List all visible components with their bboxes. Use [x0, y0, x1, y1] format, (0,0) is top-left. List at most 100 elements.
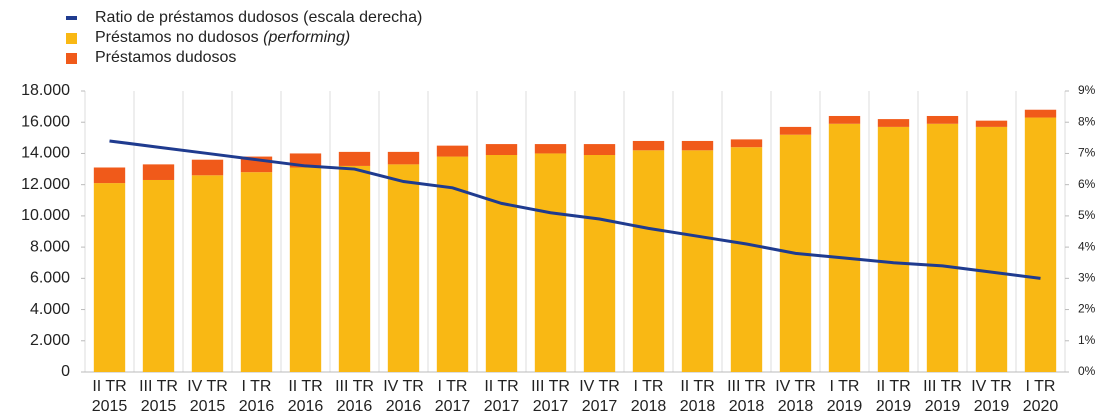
bar [681, 150, 714, 372]
bar [191, 159, 224, 176]
x-tick-label: 2016 [337, 398, 373, 415]
x-tick-label: II TR [484, 378, 518, 395]
x-tick-label: III TR [727, 378, 766, 395]
bar [828, 123, 861, 373]
y-tick-label: 2.000 [30, 332, 70, 349]
bar [1024, 109, 1057, 118]
x-tick-label: 2019 [876, 398, 912, 415]
bar [583, 144, 616, 156]
y-tick-label: 4.000 [30, 301, 70, 318]
bar [730, 139, 763, 148]
x-tick-label: II TR [92, 378, 126, 395]
y-tick-label: 0 [61, 363, 70, 380]
x-tick-label: III TR [139, 378, 178, 395]
bar [142, 164, 175, 180]
legend-label: Ratio de préstamos dudosos (escala derec… [95, 9, 422, 26]
x-tick-label: 2017 [435, 398, 471, 415]
legend-swatch [66, 33, 77, 44]
y2-tick-label: 8% [1078, 114, 1096, 128]
x-tick-label: III TR [335, 378, 374, 395]
bar [534, 144, 567, 154]
bar [877, 119, 910, 127]
bar [583, 155, 616, 372]
bar [485, 144, 518, 156]
x-tick-label: I TR [242, 378, 272, 395]
x-tick-label: 2020 [1023, 398, 1059, 415]
x-tick-label: 2018 [729, 398, 765, 415]
x-tick-label: I TR [1026, 378, 1056, 395]
line [109, 139, 1041, 280]
bar [338, 151, 371, 166]
x-tick-label: 2019 [925, 398, 961, 415]
y-tick-label: 10.000 [21, 207, 70, 224]
x-tick-label: II TR [288, 378, 322, 395]
bar [975, 126, 1008, 373]
bar [289, 167, 322, 372]
x-tick-label: IV TR [971, 378, 1012, 395]
bar [877, 126, 910, 373]
x-tick-label: 2015 [190, 398, 226, 415]
bar [975, 120, 1008, 127]
bar [534, 153, 567, 372]
y2-tick-label: 4% [1078, 239, 1096, 253]
bar [93, 183, 126, 372]
legend-name: Ratio de préstamos dudosos (escala derec… [95, 9, 422, 26]
y-tick-label: 6.000 [30, 270, 70, 287]
y2-tick-label: 1% [1078, 333, 1096, 347]
x-tick-label: 2016 [288, 398, 324, 415]
bar [240, 172, 273, 372]
bar [387, 151, 420, 165]
bar [1024, 117, 1057, 373]
legend-name: Préstamos no dudosos [95, 29, 259, 46]
x-tick-label: 2016 [239, 398, 275, 415]
x-tick-label: II TR [876, 378, 910, 395]
bar [681, 140, 714, 151]
x-tick-label: IV TR [383, 378, 424, 395]
bar [191, 175, 224, 372]
bar [926, 115, 959, 124]
legend-swatch [66, 16, 77, 20]
bar [142, 179, 175, 372]
y2-tick-label: 9% [1078, 83, 1096, 97]
x-tick-label: 2016 [386, 398, 422, 415]
y2-tick-label: 2% [1078, 302, 1096, 316]
x-tick-label: 2017 [484, 398, 520, 415]
x-tick-label: IV TR [187, 378, 228, 395]
x-tick-label: I TR [830, 378, 860, 395]
y-tick-label: 8.000 [30, 238, 70, 255]
y2-tick-label: 5% [1078, 208, 1096, 222]
y-tick-label: 16.000 [21, 113, 70, 130]
bar [387, 164, 420, 372]
x-tick-label: III TR [531, 378, 570, 395]
y2-tick-label: 6% [1078, 177, 1096, 191]
x-tick-label: I TR [634, 378, 664, 395]
y-tick-label: 12.000 [21, 176, 70, 193]
legend-name: Préstamos dudosos [95, 49, 236, 66]
bar [632, 150, 665, 372]
bar [926, 123, 959, 373]
x-tick-label: I TR [438, 378, 468, 395]
y-tick-label: 18.000 [21, 82, 70, 99]
bar [93, 167, 126, 184]
legend-swatch [66, 53, 77, 64]
x-tick-label: 2019 [827, 398, 863, 415]
x-tick-label: 2017 [533, 398, 569, 415]
bar [730, 147, 763, 372]
y2-tick-label: 7% [1078, 146, 1096, 160]
bar [485, 155, 518, 372]
y2-tick-label: 3% [1078, 271, 1096, 285]
bar [779, 126, 812, 135]
legend-name-italic: (performing) [263, 29, 350, 46]
bar [338, 165, 371, 372]
x-tick-label: 2018 [778, 398, 814, 415]
x-tick-label: 2019 [974, 398, 1010, 415]
x-tick-label: IV TR [775, 378, 816, 395]
legend-label: Préstamos no dudosos (performing) [95, 29, 350, 46]
x-tick-label: 2018 [680, 398, 716, 415]
bar [828, 115, 861, 124]
x-tick-label: IV TR [579, 378, 620, 395]
x-tick-label: II TR [680, 378, 714, 395]
x-tick-label: III TR [923, 378, 962, 395]
legend-label: Préstamos dudosos [95, 49, 236, 66]
